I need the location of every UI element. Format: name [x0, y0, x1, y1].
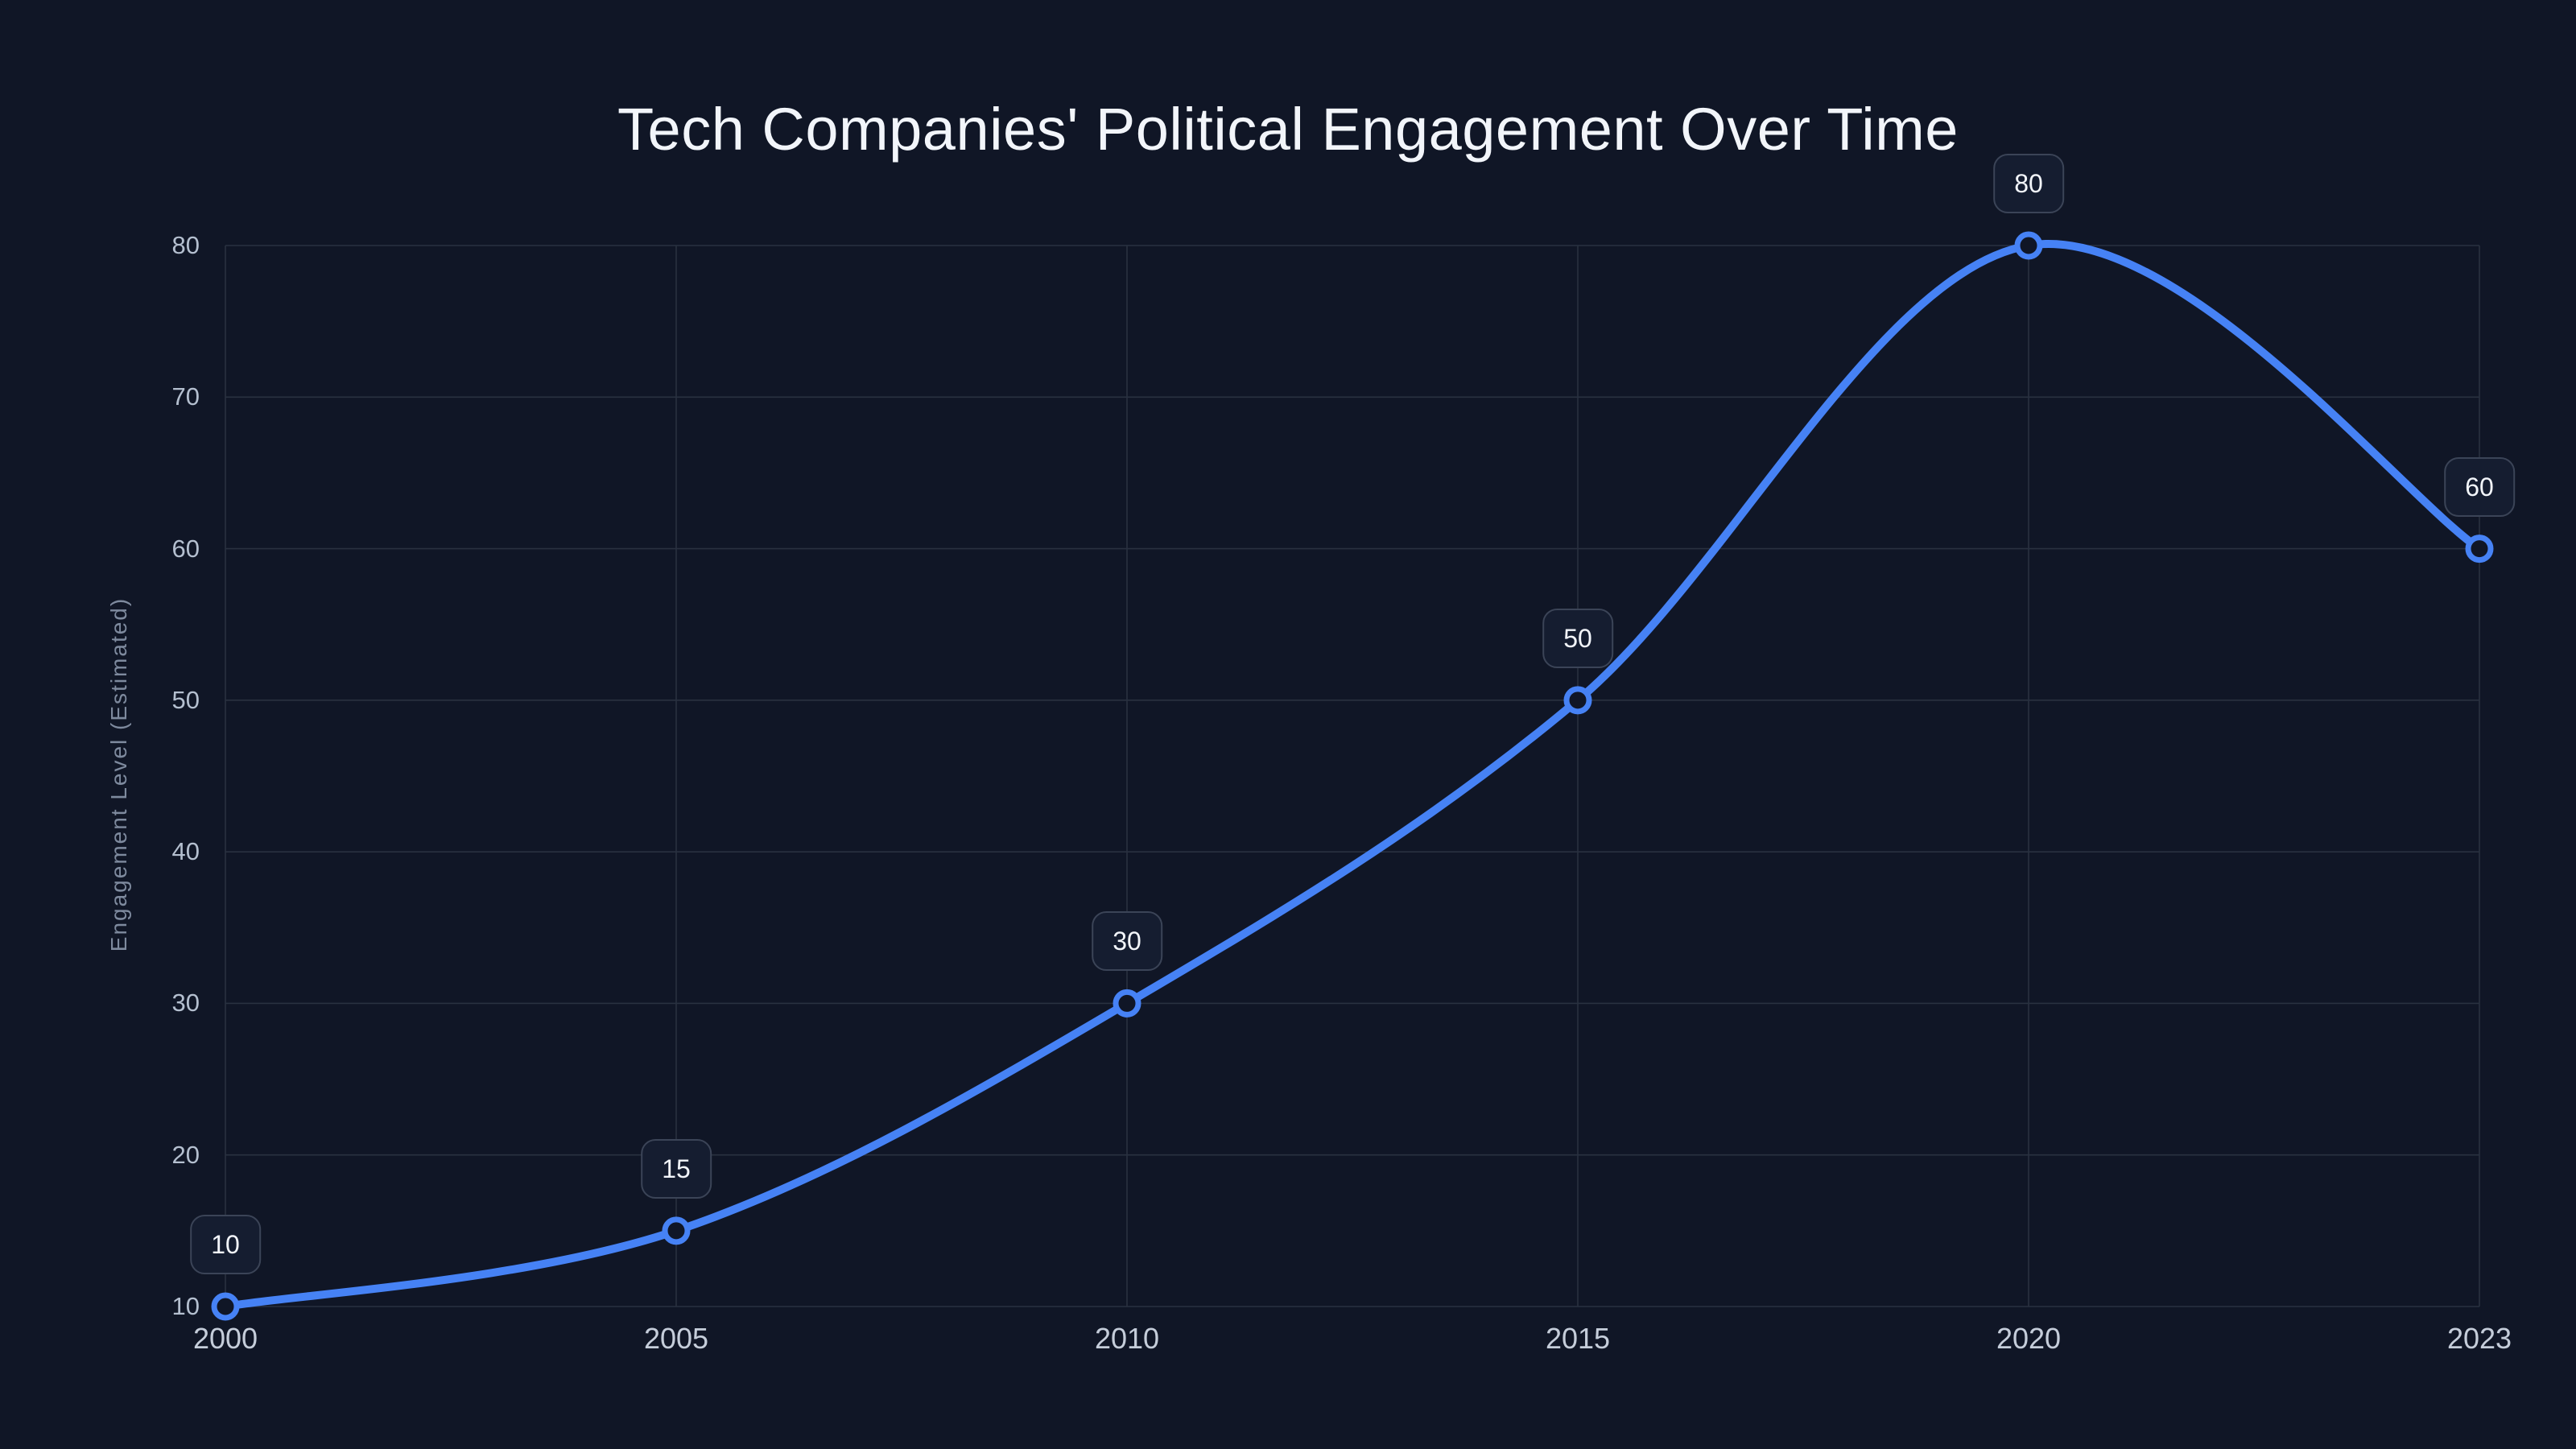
point-value-badge: 50: [1542, 608, 1613, 668]
y-axis-title: Engagement Level (Estimated): [106, 597, 131, 952]
point-value-badge: 10: [190, 1215, 261, 1274]
point-value-badge: 60: [2444, 456, 2515, 517]
point-value-badge: 30: [1092, 911, 1162, 972]
y-tick-label: 60: [171, 534, 200, 563]
y-tick-label: 30: [171, 989, 200, 1018]
data-point[interactable]: [2465, 535, 2494, 564]
data-point[interactable]: [1563, 686, 1592, 715]
x-tick-label: 2005: [643, 1322, 709, 1355]
data-point[interactable]: [211, 1292, 240, 1321]
x-tick-label: 2023: [2446, 1322, 2512, 1355]
x-tick-label: 2010: [1094, 1322, 1160, 1355]
y-tick-label: 80: [171, 231, 200, 259]
y-tick-label: 40: [171, 837, 200, 866]
y-tick-label: 10: [171, 1292, 200, 1320]
point-value-badge: 80: [1993, 154, 2064, 213]
x-tick-label: 2000: [192, 1322, 258, 1355]
chart-title: Tech Companies' Political Engagement Ove…: [617, 96, 1959, 163]
y-tick-label: 50: [171, 685, 200, 714]
data-point[interactable]: [1113, 989, 1141, 1018]
data-point[interactable]: [662, 1216, 691, 1245]
point-value-badge: 15: [641, 1138, 712, 1199]
series-line: [221, 240, 2483, 1311]
y-tick-label: 20: [171, 1140, 200, 1169]
y-tick-label: 70: [171, 382, 200, 411]
data-point[interactable]: [2014, 231, 2043, 260]
x-tick-label: 2015: [1545, 1322, 1611, 1355]
x-tick-label: 2020: [1996, 1322, 2062, 1355]
